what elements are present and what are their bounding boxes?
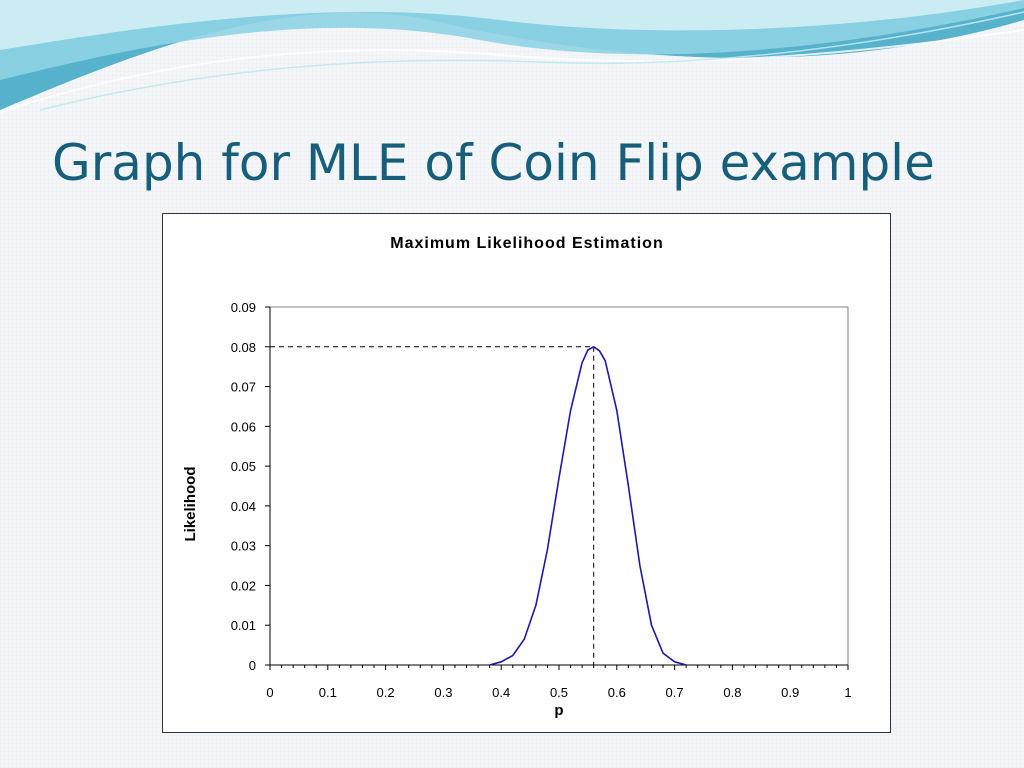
x-tick-label: 0.9 [781, 685, 799, 700]
x-axis-label: p [554, 702, 563, 719]
x-tick-label: 0.1 [319, 685, 337, 700]
x-tick-label: 0.6 [608, 685, 626, 700]
y-axis-label: Likelihood [182, 467, 199, 542]
y-tick-label: 0 [249, 658, 256, 673]
chart-frame: Maximum Likelihood Estimation Likelihood… [162, 213, 891, 733]
x-tick-label: 0.5 [550, 685, 568, 700]
x-tick-label: 0.8 [723, 685, 741, 700]
x-tick-label: 0.4 [492, 685, 510, 700]
y-tick-label: 0.03 [231, 539, 256, 554]
likelihood-chart: Maximum Likelihood Estimation Likelihood… [182, 235, 852, 719]
chart-title: Maximum Likelihood Estimation [390, 235, 663, 252]
y-tick-label: 0.01 [231, 618, 256, 633]
y-tick-label: 0.04 [231, 499, 256, 514]
x-tick-label: 0.7 [666, 685, 684, 700]
y-tick-label: 0.08 [231, 340, 256, 355]
slide-title: Graph for MLE of Coin Flip example [52, 134, 935, 192]
y-tick-label: 0.07 [231, 380, 256, 395]
x-tick-label: 0.3 [434, 685, 452, 700]
x-tick-label: 1 [844, 685, 851, 700]
x-tick-label: 0.2 [377, 685, 395, 700]
x-tick-label: 0 [266, 685, 273, 700]
y-tick-label: 0.02 [231, 578, 256, 593]
plot-area [269, 306, 849, 666]
max-guides [270, 346, 595, 665]
y-tick-label: 0.09 [231, 300, 256, 315]
likelihood-curve [489, 346, 687, 666]
header-wave-decoration [0, 0, 1024, 113]
y-tick-label: 0.05 [231, 459, 256, 474]
y-tick-label: 0.06 [231, 419, 256, 434]
series [489, 346, 687, 666]
axes: 0 0.01 0.02 0.03 0.04 0.05 0.06 0.07 0.08 0.09 0 0.… [231, 300, 852, 700]
